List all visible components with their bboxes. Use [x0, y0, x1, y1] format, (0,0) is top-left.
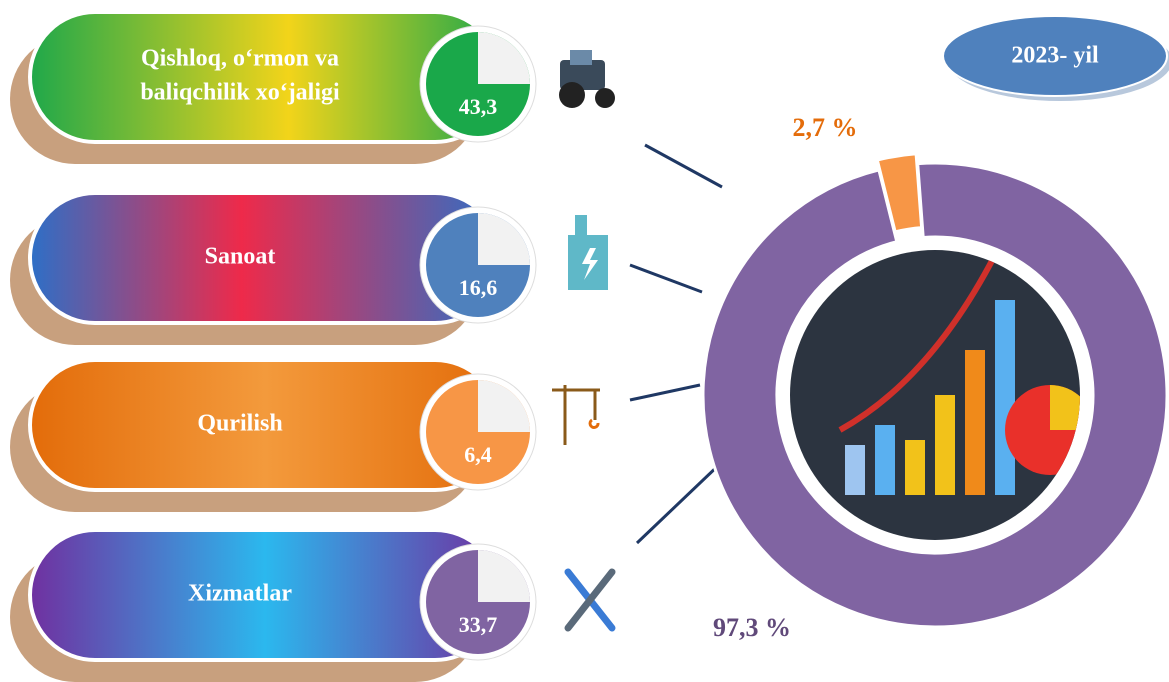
- donut-value-label: 2,7 %: [793, 113, 858, 142]
- value-circle-gap: [478, 550, 530, 602]
- value-circle-gap: [478, 380, 530, 432]
- donut-value-label: 97,3 %: [713, 613, 791, 642]
- tractor-icon: [559, 50, 615, 108]
- sector-label: Sanoat: [205, 244, 276, 270]
- sector-label: Xizmatlar: [188, 581, 292, 607]
- sector-value: 16,6: [459, 275, 498, 300]
- year-label: 2023- yil: [1011, 43, 1099, 69]
- sector-label: Qishloq, o‘rmon va: [141, 46, 339, 72]
- inner-picture: [790, 250, 1080, 540]
- year-badge: [942, 15, 1168, 97]
- factory-icon: [568, 215, 608, 290]
- connectors: [629, 143, 724, 545]
- sector-value: 33,7: [459, 612, 498, 637]
- donut-segment: [701, 161, 1169, 629]
- sector-value: 43,3: [459, 94, 498, 119]
- tools-icon: [564, 568, 616, 632]
- value-circle-gap: [478, 213, 530, 265]
- value-circle-gap: [478, 32, 530, 84]
- sector-label: Qurilish: [197, 411, 282, 437]
- sector-value: 6,4: [464, 442, 492, 467]
- sector-label: baliqchilik xo‘jaligi: [140, 80, 340, 106]
- crane-icon: [552, 385, 600, 445]
